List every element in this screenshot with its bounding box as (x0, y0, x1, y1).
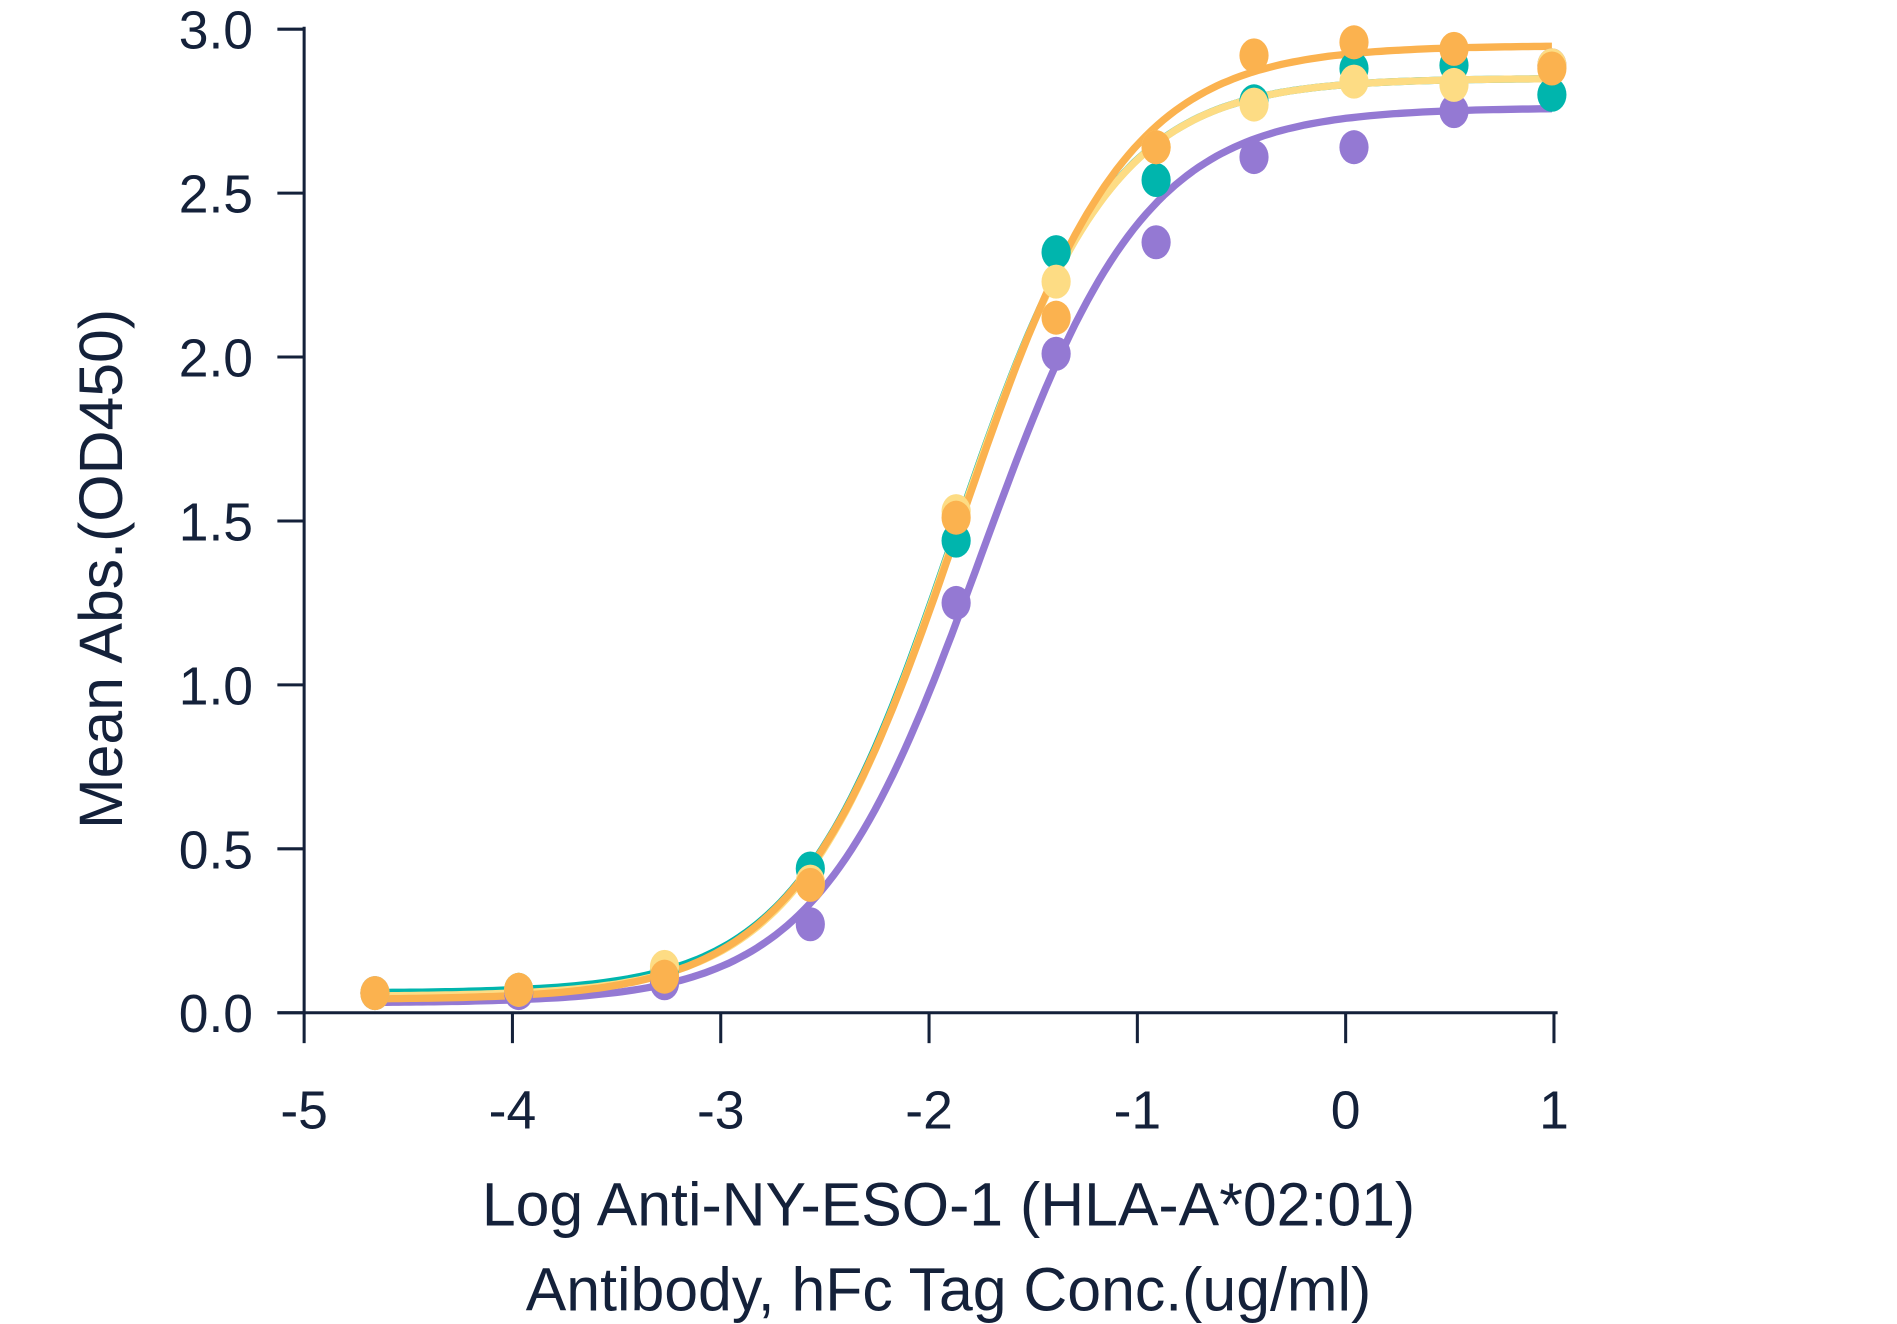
series-orange-point (360, 976, 390, 1011)
series-orange-point (795, 867, 825, 902)
x-axis-title-line1: Log Anti-NY-ESO-1 (HLA-A*02:01) (482, 1171, 1415, 1239)
y-axis-title: Mean Abs.(OD450) (67, 309, 135, 829)
y-tick-label: 1.0 (179, 657, 253, 716)
series-orange-point (1239, 38, 1269, 73)
x-tick-label: -3 (697, 1081, 745, 1140)
x-axis-title-line2: Antibody, hFc Tag Conc.(ug/ml) (526, 1256, 1371, 1324)
x-tick-label: 1 (1539, 1081, 1569, 1140)
x-tick-label: -1 (1114, 1081, 1162, 1140)
series-purple-point (1239, 140, 1269, 175)
series-purple-point (1041, 336, 1071, 371)
series-orange-point (504, 972, 534, 1007)
data-points (360, 25, 1567, 1011)
x-tick-label: -4 (489, 1081, 537, 1140)
series-purple-point (1339, 130, 1369, 165)
y-tick-label: 1.5 (179, 493, 253, 552)
series-purple-point (795, 907, 825, 942)
series-teal-point (1537, 77, 1567, 112)
x-tick-label: -5 (280, 1081, 328, 1140)
series-purple-point (1439, 94, 1469, 129)
series-orange-point (1537, 51, 1567, 86)
y-tick-label: 2.0 (179, 329, 253, 388)
y-tick-label: 2.5 (179, 166, 253, 225)
series-orange-point (649, 959, 680, 994)
series-orange-point (1041, 300, 1071, 335)
series-light-yellow-point (1239, 87, 1269, 122)
series-teal-point (1141, 162, 1171, 198)
series-orange-point (1339, 25, 1369, 60)
series-orange-point (1439, 31, 1469, 66)
series-light-yellow-point (1041, 264, 1071, 299)
series-purple-point (941, 585, 971, 620)
axes: 0.0 0.5 1.0 1.5 2.0 2.5 3.0 -5 -4 -3 -2 -1 0 1 (179, 2, 1569, 1141)
series-orange-point (1141, 130, 1171, 165)
x-tick-label: -2 (905, 1081, 953, 1140)
series-teal-point (1041, 235, 1071, 270)
series-light-yellow-point (1439, 67, 1469, 102)
series-purple-point (1141, 225, 1171, 260)
y-tick-label: 0.0 (179, 985, 253, 1044)
series-purple-fit-curve (375, 105, 1552, 1006)
x-tick-label: 0 (1331, 1081, 1361, 1140)
y-tick-label: 3.0 (179, 2, 253, 61)
y-tick-label: 0.5 (179, 821, 253, 880)
series-light-yellow-point (1339, 64, 1369, 99)
series-orange-point (941, 500, 971, 535)
